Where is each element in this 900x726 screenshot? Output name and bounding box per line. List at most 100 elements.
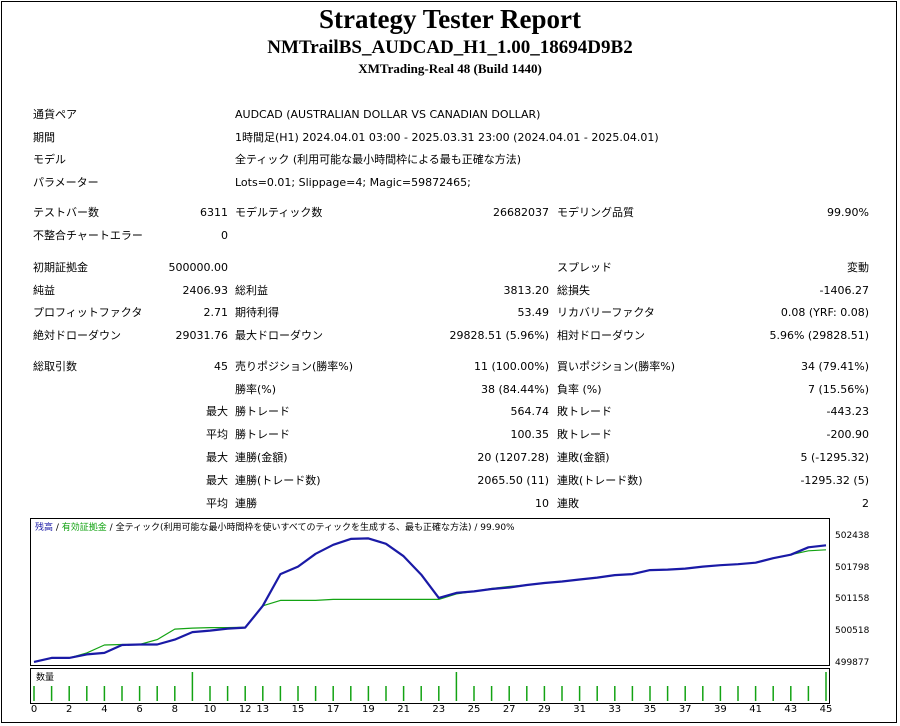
avg-cons-wins-value: 10 [535, 497, 549, 510]
lossrate-value: 7 (15.56%) [807, 383, 869, 396]
expert-name: NMTrailBS_AUDCAD_H1_1.00_18694D9B2 [267, 37, 633, 58]
pf-label: プロフィットファクタ [33, 306, 143, 319]
abs-dd-label: 絶対ドローダウン [33, 329, 121, 342]
model-value: 全ティック (利用可能な最小時間枠による最も正確な方法) [235, 153, 522, 166]
long-value: 34 (79.41%) [800, 360, 869, 373]
lossrate-label: 負率 (%) [557, 383, 602, 396]
max-dd-label: 最大ドローダウン [235, 329, 323, 342]
legend-model: 全ティック(利用可能な最小時間枠を使いすべてのティックを生成する、最も正確な方法… [115, 523, 472, 533]
x-tick-label: 12 [238, 704, 252, 715]
y-tick-label: 502438 [835, 530, 870, 541]
spread-value: 変動 [847, 261, 869, 274]
x-tick-label: 21 [397, 704, 410, 715]
gross-loss-label: 総損失 [557, 284, 590, 297]
pf-value: 2.71 [203, 306, 229, 319]
abs-dd-value: 29031.76 [175, 329, 229, 342]
report-title: Strategy Tester Report [319, 4, 581, 34]
quality-value: 99.90% [827, 206, 869, 219]
max-prefix: 最大 [206, 405, 228, 418]
x-tick-label: 31 [573, 704, 586, 715]
x-tick-label: 33 [608, 704, 622, 715]
x-tick-label: 35 [643, 704, 657, 715]
avg-win-label: 勝トレード [235, 428, 290, 441]
recovery-label: リカバリーファクタ [557, 306, 655, 319]
x-tick-label: 10 [203, 704, 217, 715]
legend-equity: 有効証拠金 [61, 523, 107, 533]
params-label: パラメーター [33, 176, 99, 189]
legend-sep: / [106, 523, 116, 533]
balance-chart-frame [30, 518, 830, 666]
mismatch-label: 不整合チャートエラー [33, 229, 143, 242]
mismatch-value: 0 [221, 229, 228, 242]
y-tick-label: 499877 [835, 658, 870, 668]
avg-cons-losses-label: 連敗 [557, 497, 579, 510]
expected-value: 53.49 [517, 306, 550, 319]
largest-loss-value: -443.23 [826, 405, 869, 418]
volume-chart-frame [30, 668, 830, 704]
x-tick-label: 23 [432, 704, 446, 715]
period-value: 1時間足(H1) 2024.04.01 03:00 - 2025.03.31 2… [235, 131, 659, 144]
spread-label: スプレッド [557, 261, 612, 274]
largest-win-value: 564.74 [510, 405, 550, 418]
max-prefix: 最大 [206, 474, 228, 487]
max-cons-losses-value: 5 (-1295.32) [800, 451, 869, 464]
gross-loss-value: -1406.27 [819, 284, 869, 297]
x-tick-label: 17 [326, 704, 340, 715]
quality-label: モデリング品質 [557, 206, 634, 219]
x-tick-label: 8 [171, 704, 178, 715]
x-tick-label: 43 [784, 704, 798, 715]
x-tick-label: 4 [101, 704, 108, 715]
symbol-label: 通貨ペア [33, 108, 77, 121]
x-tick-label: 39 [714, 704, 727, 715]
server-name: XMTrading-Real 48 (Build 1440) [358, 61, 542, 76]
gross-profit-label: 総利益 [235, 284, 268, 297]
deposit-label: 初期証拠金 [33, 261, 88, 274]
avg-win-value: 100.35 [510, 428, 550, 441]
avg-prefix: 平均 [206, 497, 228, 510]
x-tick-label: 15 [291, 704, 305, 715]
max-cons-loss-value: -1295.32 (5) [800, 474, 869, 487]
legend-balance: 残高 [35, 523, 54, 533]
max-cons-profit-value: 2065.50 (11) [477, 474, 549, 487]
net-label: 純益 [33, 284, 55, 297]
recovery-value: 0.08 (YRF: 0.08) [780, 306, 869, 319]
y-tick-label: 501798 [835, 562, 870, 573]
max-cons-loss-label: 連敗(トレード数) [557, 474, 643, 487]
bars-label: テストバー数 [33, 206, 99, 219]
largest-loss-label: 敗トレード [557, 405, 612, 418]
gross-profit-value: 3813.20 [503, 284, 550, 297]
max-cons-profit-label: 連勝(トレード数) [235, 474, 321, 487]
x-tick-label: 25 [467, 704, 481, 715]
avg-loss-label: 敗トレード [557, 428, 612, 441]
x-tick-label: 0 [30, 704, 38, 715]
x-tick-label: 37 [678, 704, 692, 715]
legend-sep: / [471, 523, 481, 533]
ticks-value: 26682037 [493, 206, 549, 219]
x-tick-label: 2 [66, 704, 73, 715]
legend-quality: 99.90% [480, 523, 515, 533]
symbol-value: AUDCAD (AUSTRALIAN DOLLAR VS CANADIAN DO… [235, 108, 541, 121]
trades-value: 45 [214, 360, 228, 373]
max-cons-wins-value: 20 (1207.28) [477, 451, 549, 464]
winrate-label: 勝率(%) [235, 383, 277, 396]
trades-label: 総取引数 [33, 360, 77, 373]
avg-cons-wins-label: 連勝 [235, 497, 257, 510]
net-value: 2406.93 [182, 284, 229, 297]
avg-loss-value: -200.90 [826, 428, 869, 441]
long-label: 買いポジション(勝率%) [557, 360, 676, 373]
rel-dd-label: 相対ドローダウン [557, 329, 645, 342]
max-prefix: 最大 [206, 451, 228, 464]
deposit-value: 500000.00 [168, 261, 229, 274]
x-tick-label: 19 [362, 704, 375, 715]
x-tick-label: 41 [749, 704, 762, 715]
period-label: 期間 [33, 131, 55, 144]
chart-legend: 残高 / 有効証拠金 / 全ティック(利用可能な最小時間枠を使いすべてのティック… [35, 520, 515, 533]
avg-prefix: 平均 [206, 428, 228, 441]
winrate-value: 38 (84.44%) [480, 383, 549, 396]
x-tick-label: 29 [538, 704, 551, 715]
max-cons-losses-label: 連敗(金額) [557, 451, 610, 464]
x-tick-label: 45 [819, 704, 833, 715]
volume-label: 数量 [36, 673, 55, 683]
